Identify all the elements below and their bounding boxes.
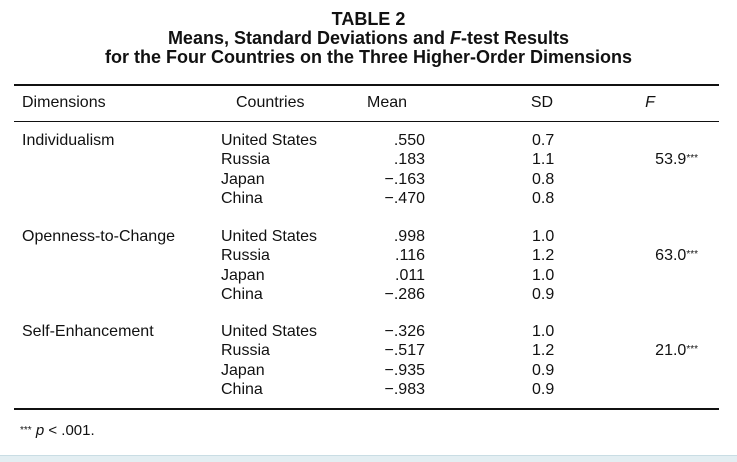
significance-stars: *** [686, 344, 698, 355]
header-sd: SD [530, 94, 554, 111]
header-countries: Countries [236, 94, 305, 111]
country-cell: Japan [221, 362, 265, 379]
header-dimensions: Dimensions [22, 94, 106, 111]
country-cell: Japan [221, 267, 265, 284]
f-value-cell: 21.0*** [600, 341, 698, 360]
country-cell: United States [221, 323, 318, 340]
caption-f-italic: F [450, 28, 462, 48]
footnote-stars: *** [20, 425, 32, 436]
header-mean: Mean [366, 94, 408, 111]
dimension-label: Self-Enhancement [22, 323, 154, 340]
top-rule [14, 84, 719, 86]
dimension-label: Openness-to-Change [22, 228, 175, 245]
country-cell: China [221, 381, 263, 398]
footnote-p: p [35, 422, 45, 439]
caption-suffix: -test Results [461, 28, 570, 48]
mean-cell: .183 [393, 151, 425, 168]
country-cell: Japan [221, 171, 265, 188]
mean-cell: −.326 [384, 323, 425, 340]
f-value: 63.0 [655, 247, 687, 264]
mean-cell: .116 [395, 247, 425, 264]
mean-cell: −.163 [384, 171, 425, 188]
sd-cell: 1.2 [532, 342, 555, 359]
sd-cell: 1.0 [532, 267, 555, 284]
sd-cell: 0.9 [532, 362, 555, 379]
f-value: 53.9 [655, 151, 687, 168]
country-cell: United States [221, 132, 318, 149]
country-cell: China [221, 190, 263, 207]
caption-prefix: Means, Standard Deviations and [167, 28, 451, 48]
dimension-label: Individualism [22, 132, 115, 149]
mean-cell: −.935 [384, 362, 425, 379]
mean-cell: −.286 [384, 286, 425, 303]
table-title: TABLE 2 Means, Standard Deviations and F… [0, 10, 737, 67]
sd-cell: 1.1 [532, 151, 555, 168]
header-f: F [645, 94, 655, 111]
mean-cell: .998 [393, 228, 425, 245]
sd-cell: 1.0 [532, 323, 555, 340]
sd-cell: 0.9 [532, 286, 555, 303]
mean-cell: −.517 [384, 342, 425, 359]
table-caption-line-2: for the Four Countries on the Three High… [104, 47, 633, 67]
sd-cell: 0.7 [532, 132, 555, 149]
sd-cell: 1.2 [532, 247, 555, 264]
sd-cell: 0.9 [532, 381, 555, 398]
country-cell: Russia [221, 151, 270, 168]
table-caption-line-1: Means, Standard Deviations and F-test Re… [0, 29, 737, 48]
f-value-cell: 53.9*** [600, 150, 698, 169]
sd-cell: 1.0 [532, 228, 555, 245]
significance-stars: *** [686, 153, 698, 164]
page-bottom-band [0, 455, 737, 462]
country-cell: United States [221, 228, 318, 245]
table-number: TABLE 2 [331, 9, 406, 29]
mean-cell: .550 [393, 132, 425, 149]
footnote-text: < .001. [44, 422, 95, 439]
country-cell: Russia [221, 247, 270, 264]
mean-cell: −.983 [384, 381, 425, 398]
f-value: 21.0 [655, 342, 687, 359]
f-value-cell: 63.0*** [600, 246, 698, 265]
header-rule [14, 121, 719, 122]
country-cell: Russia [221, 342, 270, 359]
sd-cell: 0.8 [532, 171, 555, 188]
mean-cell: −.470 [384, 190, 425, 207]
mean-cell: .011 [395, 267, 425, 284]
bottom-rule [14, 408, 719, 410]
footnote: *** p < .001. [20, 421, 95, 440]
country-cell: China [221, 286, 263, 303]
significance-stars: *** [686, 249, 698, 260]
sd-cell: 0.8 [532, 190, 555, 207]
